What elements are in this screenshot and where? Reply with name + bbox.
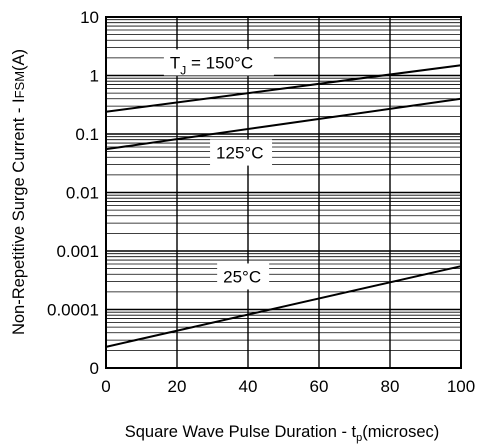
plot-frame bbox=[105, 16, 462, 369]
x-tick-label: 40 bbox=[239, 377, 258, 396]
x-tick-label: 60 bbox=[310, 377, 329, 396]
x-axis-label: Square Wave Pulse Duration - tp(microsec… bbox=[125, 423, 440, 444]
y-tick-labels: 10 1 0.1 0.01 0.001 0.0001 0 bbox=[47, 8, 99, 378]
series-line bbox=[105, 97, 462, 151]
x-tick-label: 100 bbox=[447, 377, 475, 396]
data-series bbox=[105, 64, 462, 348]
x-tick-label: 0 bbox=[101, 377, 110, 396]
y-tick-label: 0.1 bbox=[75, 125, 99, 144]
annotation-background bbox=[217, 263, 270, 290]
y-axis-label: Non-Repetitive Surge Current - IFSM(A) bbox=[10, 49, 28, 335]
y-tick-label: 0 bbox=[90, 359, 99, 378]
series-annotation: 125°C bbox=[216, 144, 263, 163]
y-tick-label: 0.01 bbox=[66, 184, 99, 203]
y-tick-label: 1 bbox=[90, 67, 99, 86]
minor-gridlines bbox=[106, 19, 461, 351]
series-annotations: TJ = 150°C 125°C 25°C bbox=[163, 49, 274, 290]
x-tick-label: 80 bbox=[381, 377, 400, 396]
series-line bbox=[105, 64, 462, 113]
series-line bbox=[105, 265, 462, 348]
annotation-background bbox=[163, 49, 274, 76]
series-annotation: 25°C bbox=[223, 267, 261, 286]
y-tick-label: 10 bbox=[80, 8, 99, 27]
x-tick-labels: 0 20 40 60 80 100 bbox=[101, 377, 475, 396]
y-tick-label: 0.0001 bbox=[47, 301, 99, 320]
y-tick-label: 0.001 bbox=[56, 242, 99, 261]
annotation-background bbox=[210, 139, 273, 166]
x-tick-label: 20 bbox=[168, 377, 187, 396]
series-annotation: TJ = 150°C bbox=[170, 53, 253, 77]
